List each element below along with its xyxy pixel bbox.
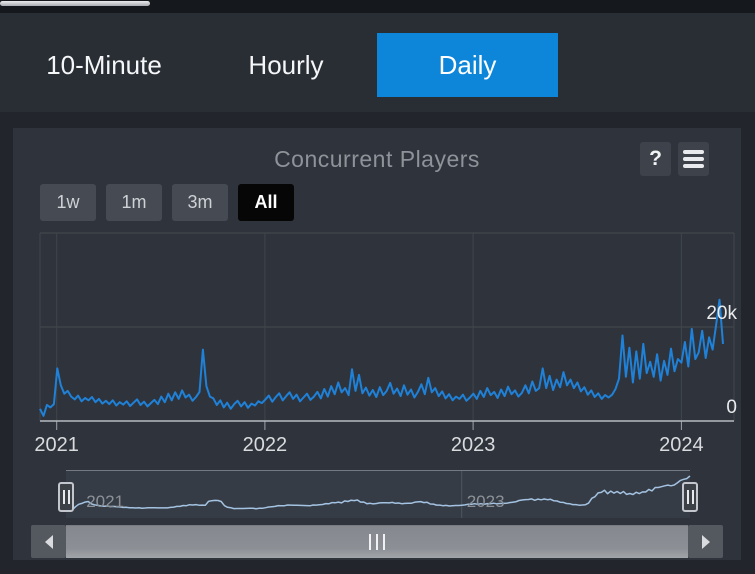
chart-title: Concurrent Players: [274, 146, 480, 172]
players-line: [39, 298, 724, 417]
range-button-1m[interactable]: 1m: [106, 184, 162, 221]
range-selector: 1w 1m 3m All: [40, 184, 294, 221]
tab-hourly[interactable]: Hourly: [248, 49, 324, 80]
scrollbar-thumb[interactable]: [66, 525, 688, 558]
y-tick-label: 20k: [706, 303, 737, 324]
hamburger-icon: [683, 150, 704, 154]
handle-grip-icon: [62, 490, 65, 504]
tab-10-minute[interactable]: 10-Minute: [46, 49, 162, 80]
interval-tab-bar: 10-Minute Hourly Daily: [0, 13, 755, 112]
range-button-all[interactable]: All: [238, 184, 294, 221]
right-arrow-icon: [701, 534, 710, 549]
navigator-year-label: 2021: [86, 492, 125, 511]
left-arrow-icon: [44, 534, 53, 549]
scrollbar-grip-icon: [369, 534, 371, 550]
top-scrollbar-track: [0, 0, 755, 13]
chart-menu-button[interactable]: [678, 142, 709, 176]
x-tick-label: 2023: [450, 434, 496, 456]
help-button[interactable]: ?: [640, 142, 671, 176]
x-tick-label: 2021: [34, 434, 79, 456]
question-mark-icon: ?: [649, 147, 662, 170]
navigator-left-handle[interactable]: [58, 482, 74, 512]
range-button-3m[interactable]: 3m: [172, 184, 228, 221]
concurrent-players-panel: Concurrent Players ? 1w 1m 3m All 0 20k 2…: [13, 128, 741, 560]
scroll-right-button[interactable]: [688, 525, 723, 558]
tab-daily[interactable]: Daily: [377, 33, 558, 97]
range-button-1w[interactable]: 1w: [40, 184, 96, 221]
x-tick-label: 2022: [242, 434, 288, 456]
navigator-selected-range[interactable]: [66, 470, 690, 518]
scroll-left-button[interactable]: [31, 525, 66, 558]
navigator-year-label: 2023: [466, 492, 505, 511]
navigator-right-handle[interactable]: [682, 482, 698, 512]
x-tick-label: 2024: [659, 434, 704, 456]
handle-grip-icon: [686, 490, 689, 504]
top-scrollbar-thumb[interactable]: [0, 1, 150, 6]
players-chart-plot[interactable]: [13, 128, 741, 560]
navigator-line: [65, 475, 691, 512]
y-tick-label: 0: [726, 397, 737, 418]
